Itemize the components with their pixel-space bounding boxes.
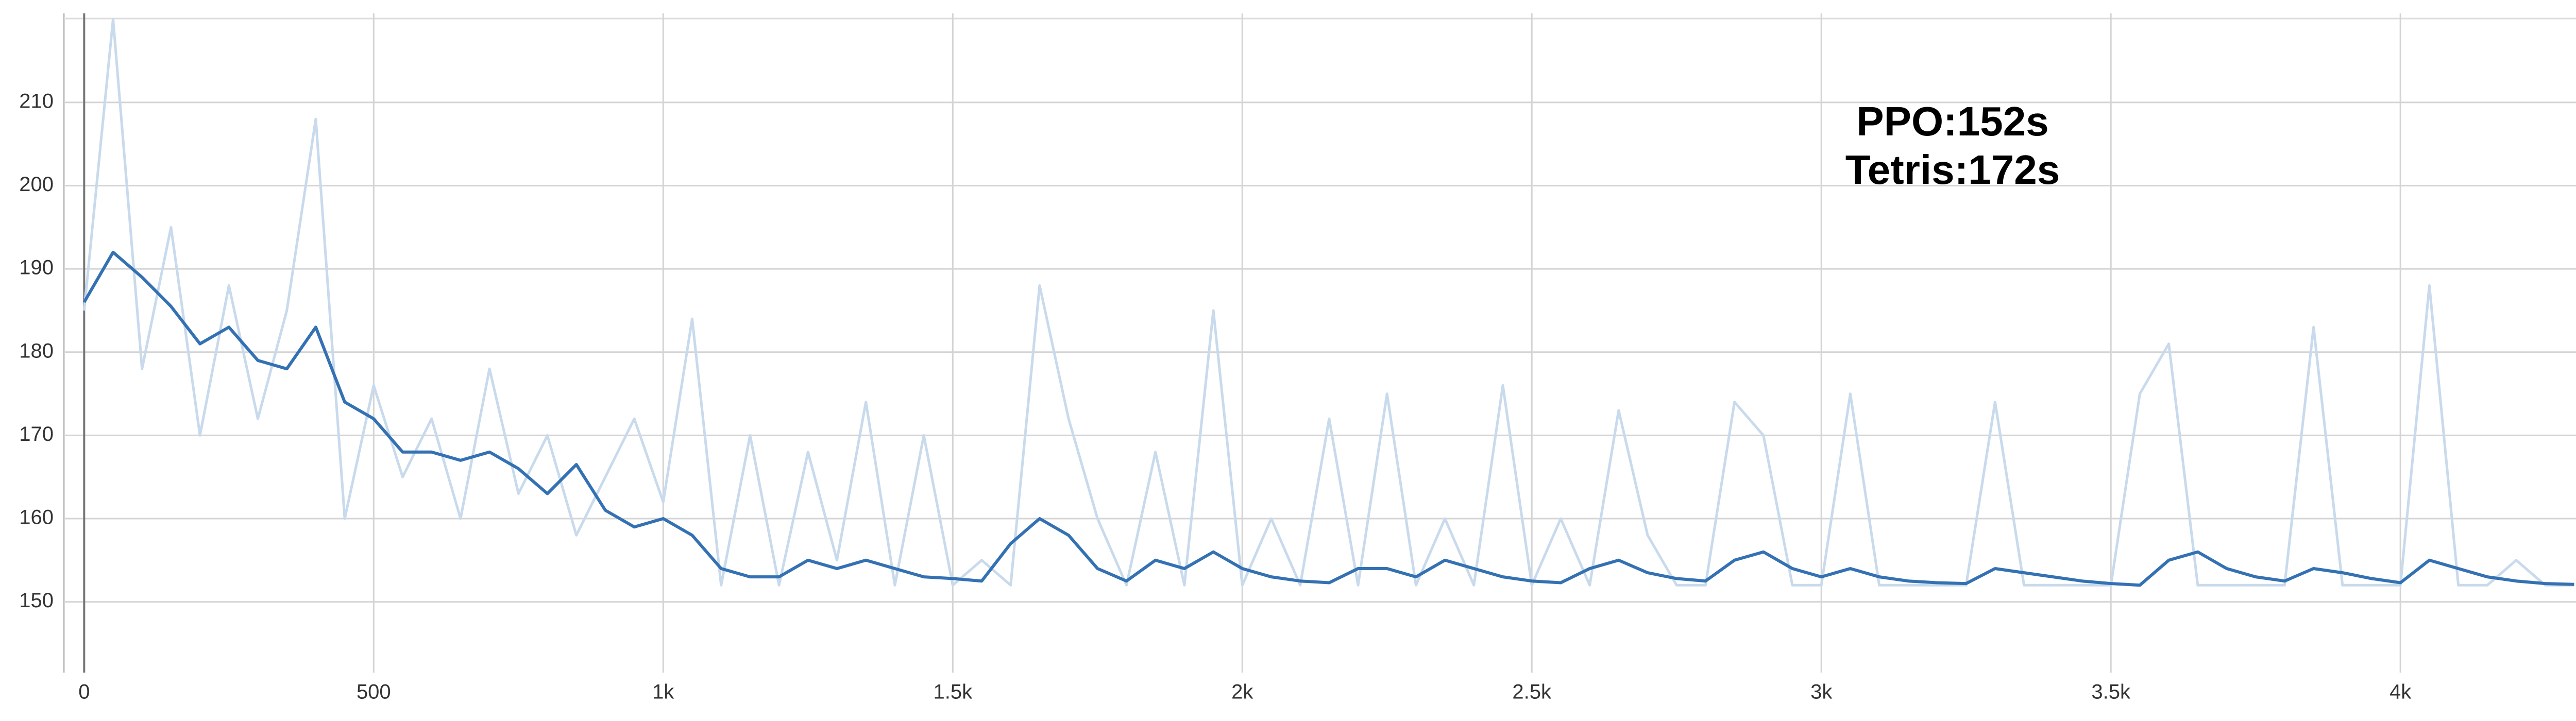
- annotation: PPO:152s: [1856, 98, 2049, 144]
- x-tick-label: 2.5k: [1512, 681, 1552, 703]
- x-tick-label: 2k: [1231, 681, 1253, 703]
- x-tick-label: 1k: [652, 681, 674, 703]
- x-tick-label: 4k: [2389, 681, 2412, 703]
- y-tick-label: 160: [19, 506, 54, 529]
- y-tick-label: 150: [19, 589, 54, 612]
- y-tick-label: 190: [19, 256, 54, 279]
- x-tick-label: 1.5k: [933, 681, 973, 703]
- y-tick-label: 210: [19, 90, 54, 112]
- x-tick-label: 3.5k: [2091, 681, 2131, 703]
- x-tick-label: 3k: [1810, 681, 1833, 703]
- y-tick-label: 180: [19, 339, 54, 362]
- x-tick-label: 0: [78, 681, 90, 703]
- x-tick-label: 500: [357, 681, 391, 703]
- smoothed-line: [82, 250, 2574, 587]
- y-tick-label: 170: [19, 423, 54, 445]
- y-tick-label: 200: [19, 173, 54, 196]
- annotation: Tetris:172s: [1845, 147, 2060, 193]
- raw-line: [82, 18, 2574, 587]
